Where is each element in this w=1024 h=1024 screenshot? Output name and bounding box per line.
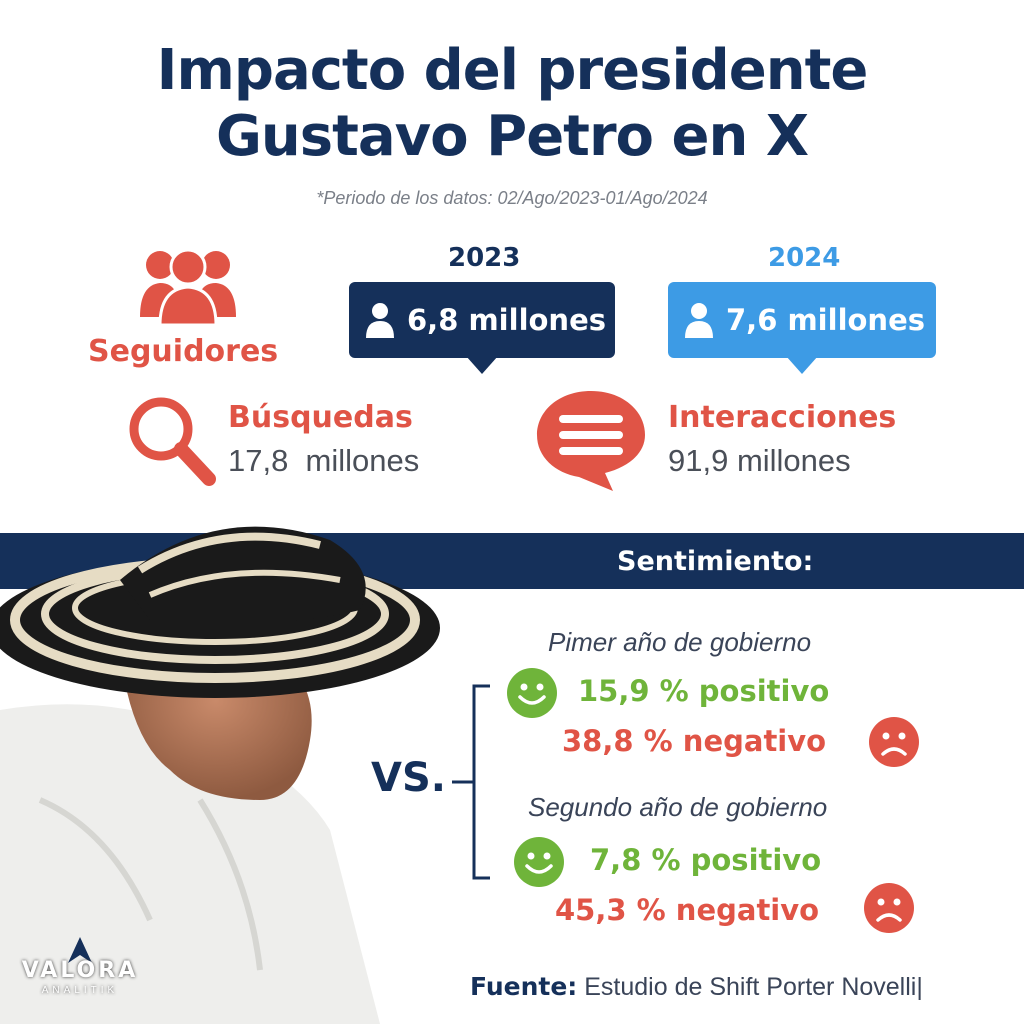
first-year-period: Pimer año de gobierno (548, 627, 812, 657)
followers-2023-bubble: 6,8 millones (349, 282, 615, 374)
logo-subtitle: ANALITIK (41, 985, 119, 996)
title-line-1: Impacto del presidente (156, 38, 869, 103)
versus-label: VS. (371, 755, 446, 801)
second-year-positive: 7,8 % positivo (590, 843, 822, 877)
searches-label: Búsquedas (228, 400, 413, 435)
search-icon (129, 397, 216, 486)
people-icon (140, 248, 236, 325)
smile-icon (507, 668, 557, 718)
page-title: Impacto del presidente Gustavo Petro en … (0, 38, 1024, 170)
sad-icon (869, 717, 919, 767)
searches-value: 17,8 millones (228, 443, 420, 478)
first-year-positive: 15,9 % positivo (578, 674, 830, 708)
smile-icon (514, 837, 564, 887)
user-icon (685, 303, 713, 338)
source-label: Fuente: (470, 972, 578, 1001)
followers-2024-bubble: 7,6 millones (668, 282, 936, 374)
interactions-label: Interacciones (668, 400, 897, 435)
comparison-bracket (452, 684, 490, 880)
chat-icon (537, 391, 645, 491)
followers-2023-value: 6,8 millones (407, 303, 607, 337)
logo-name: VALORA (21, 958, 139, 983)
sad-icon (864, 883, 914, 933)
followers-label: Seguidores (88, 334, 279, 369)
year-2024-label: 2024 (768, 243, 841, 273)
user-icon (366, 303, 394, 338)
title-line-2: Gustavo Petro en X (215, 104, 809, 169)
followers-2024-value: 7,6 millones (726, 303, 926, 337)
president-photo (0, 526, 440, 1024)
data-period-note: *Periodo de los datos: 02/Ago/2023-01/Ag… (316, 188, 708, 208)
valora-logo-icon (68, 937, 92, 963)
sentiment-label: Sentimiento: (617, 546, 814, 577)
source-note: Fuente: Estudio de Shift Porter Novelli| (470, 972, 923, 1002)
second-year-negative: 45,3 % negativo (555, 893, 820, 927)
second-year-period: Segundo año de gobierno (528, 792, 828, 822)
first-year-negative: 38,8 % negativo (562, 724, 827, 758)
source-text: Estudio de Shift Porter Novelli| (577, 973, 923, 1001)
interactions-value: 91,9 millones (668, 443, 851, 478)
year-2023-label: 2023 (448, 243, 521, 273)
